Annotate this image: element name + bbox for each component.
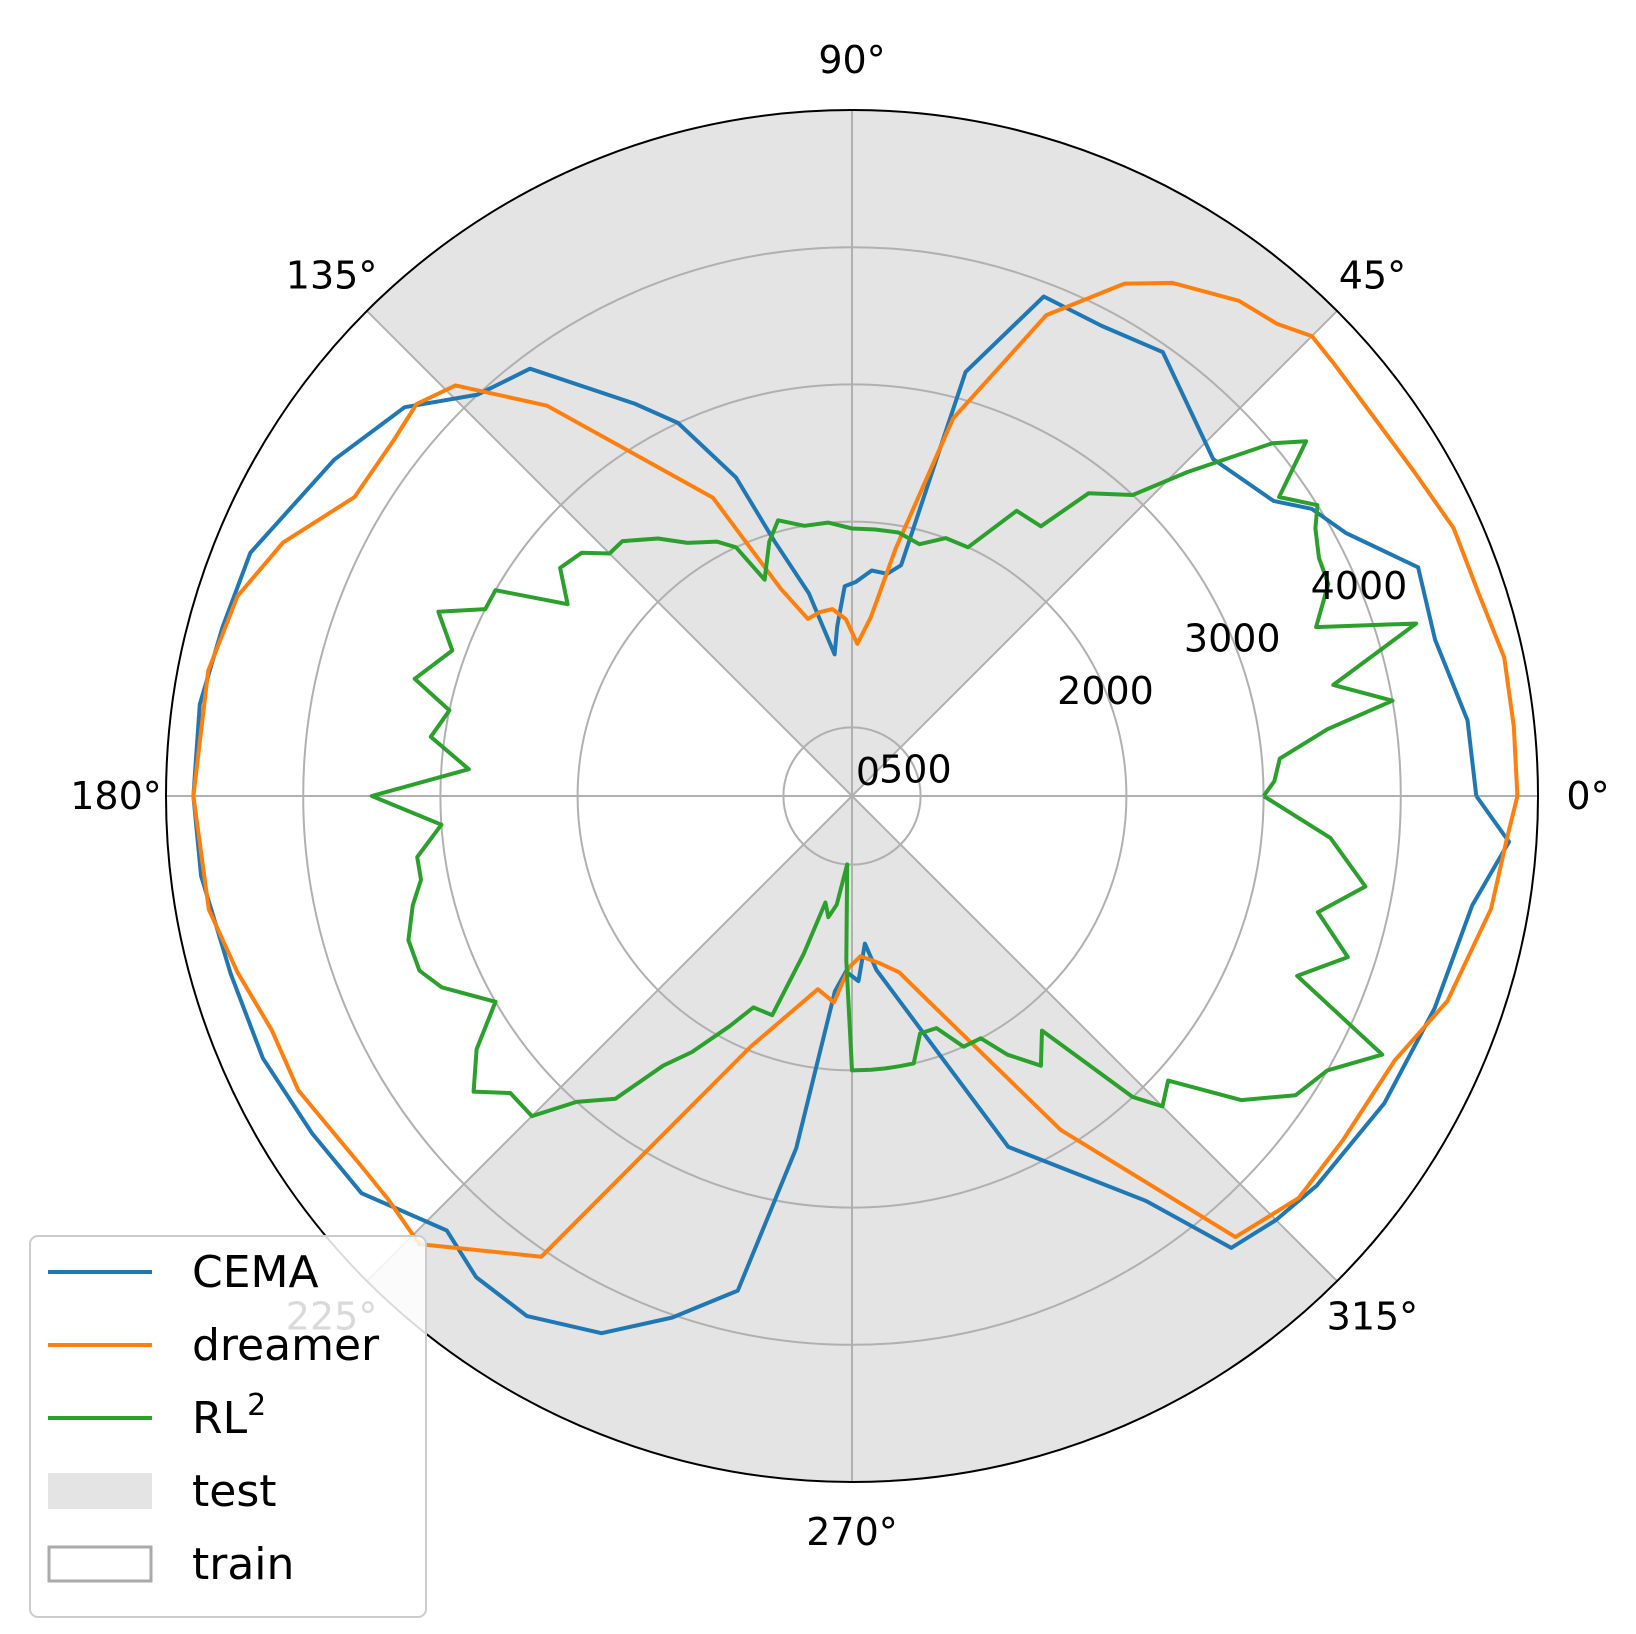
polar-frame bbox=[165, 109, 1539, 1483]
legend-label-rl2-superscript: 2 bbox=[247, 1388, 266, 1423]
legend-swatch-test bbox=[48, 1473, 152, 1509]
radial-tick-label-0: 0 bbox=[856, 750, 880, 794]
legend-label-cema: CEMA bbox=[192, 1247, 319, 1298]
theta-tick-label-45: 45° bbox=[1339, 254, 1406, 298]
radial-tick-labels: 0 500 2000 3000 4000 bbox=[856, 564, 1407, 794]
legend-label-dreamer: dreamer bbox=[192, 1320, 380, 1371]
legend-label-rl2-base: RL bbox=[192, 1393, 248, 1444]
radial-tick-label-4000: 4000 bbox=[1311, 564, 1408, 608]
legend: CEMA dreamer RL2 test train bbox=[29, 1235, 427, 1618]
series-lines bbox=[191, 280, 1520, 1336]
legend-box bbox=[29, 1235, 427, 1618]
legend-label-train: train bbox=[192, 1539, 294, 1590]
theta-tick-label-315: 315° bbox=[1327, 1294, 1419, 1338]
legend-label-test: test bbox=[192, 1466, 277, 1517]
legend-swatch-train bbox=[47, 1545, 153, 1583]
grid-spoke-45 bbox=[851, 310, 1338, 797]
grid-spoke-315 bbox=[851, 795, 1338, 1282]
theta-tick-label-0: 0° bbox=[1566, 774, 1609, 818]
series-line-rl2 bbox=[369, 439, 1419, 1119]
radial-tick-label-2000: 2000 bbox=[1057, 669, 1154, 713]
series-line-dreamer bbox=[191, 280, 1520, 1259]
radial-tick-label-500: 500 bbox=[879, 748, 952, 792]
theta-tick-label-270: 270° bbox=[806, 1510, 898, 1554]
theta-tick-label-135: 135° bbox=[286, 254, 378, 298]
theta-tick-labels: 0°45°90°135°180°225°270°315° bbox=[70, 38, 1609, 1554]
theta-tick-label-90: 90° bbox=[818, 38, 885, 82]
legend-label-rl2: RL2 bbox=[192, 1388, 266, 1444]
radial-tick-label-3000: 3000 bbox=[1184, 616, 1281, 660]
theta-tick-label-180: 180° bbox=[70, 774, 162, 818]
grid-spoke-225 bbox=[366, 795, 853, 1282]
